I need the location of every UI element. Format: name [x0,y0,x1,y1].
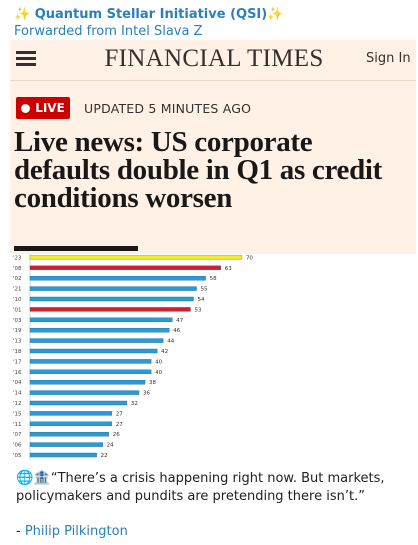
attribution: - Philip Pilkington [16,524,128,539]
ft-top-bar: FINANCIAL TIMES Sign In [10,40,416,81]
category-label: '07 [13,432,22,438]
bar-10 [29,296,194,302]
value-label: 58 [210,276,217,282]
value-label: 26 [113,432,120,438]
bar-23 [29,255,243,260]
category-label: '10 [13,297,22,303]
category-label: '21 [13,287,22,293]
updated-timestamp: UPDATED 5 MINUTES AGO [84,101,252,116]
bar-08 [29,265,221,271]
bar-05 [29,452,97,458]
value-label: 27 [116,411,123,417]
ft-screenshot-image[interactable]: FINANCIAL TIMES Sign In LIVE UPDATED 5 M… [10,40,416,460]
category-label: '06 [13,443,22,449]
bar-15 [29,411,112,416]
value-label: 40 [155,359,162,365]
channel-name[interactable]: ✨ Quantum Stellar Initiative (QSI)✨ [14,7,284,22]
message-header: ✨ Quantum Stellar Initiative (QSI)✨ Forw… [14,6,409,40]
category-label: '16 [13,370,22,376]
bar-04 [29,379,146,385]
value-label: 63 [225,266,232,272]
value-label: 22 [101,453,108,459]
bar-16 [29,369,152,375]
category-label: '04 [13,380,22,386]
live-label: LIVE [35,101,65,115]
category-label: '18 [13,349,22,355]
article-headline: Live news: US corporate defaults double … [14,126,383,214]
ft-masthead: FINANCIAL TIMES [104,45,324,72]
value-label: 53 [194,307,201,313]
bar-03 [29,317,173,322]
author-link[interactable]: Philip Pilkington [24,524,128,539]
value-label: 70 [246,255,253,261]
value-label: 55 [201,287,208,293]
bar-17 [29,359,152,364]
value-label: 44 [167,339,174,345]
value-label: 40 [155,370,162,376]
category-label: '08 [13,266,22,272]
value-label: 32 [131,401,138,407]
bar-07 [29,431,109,437]
bar-06 [29,442,103,447]
bar-18 [29,348,158,354]
category-label: '12 [13,401,22,407]
value-label: 54 [198,297,205,303]
category-label: '02 [13,276,22,282]
bar-13 [29,338,164,343]
quote-text: 🌐🏦“There’s a crisis happening right now.… [16,469,408,506]
quote-body: “There’s a crisis happening right now. B… [16,471,385,504]
bar-21 [29,286,197,291]
sign-in-link: Sign In [366,51,411,66]
value-label: 24 [107,443,114,449]
category-label: '15 [13,411,22,417]
category-label: '03 [13,318,22,324]
chart-svg: '0972'2370'0863'0258'2155'1054'0153'0347… [13,254,253,460]
bar-11 [29,421,112,427]
headline-rule [14,246,138,251]
defaults-bar-chart: '0972'2370'0863'0258'2155'1054'0153'0347… [10,254,416,460]
value-label: 46 [173,328,180,334]
hamburger-menu-icon [16,51,36,67]
category-label: '17 [13,359,22,365]
forwarded-from[interactable]: Forwarded from Intel Slava Z [14,24,203,39]
attribution-prefix: - [16,524,25,539]
category-label: '19 [13,328,22,334]
value-label: 36 [143,391,150,397]
category-label: '13 [13,339,22,345]
bar-12 [29,400,128,406]
value-label: 38 [149,380,156,386]
category-label: '05 [13,453,22,459]
category-label: '01 [13,307,22,313]
bar-02 [29,276,206,281]
live-badge: LIVE [16,97,70,119]
bar-14 [29,390,140,395]
value-label: 42 [161,349,168,355]
value-label: 27 [116,422,123,428]
category-label: '23 [13,255,22,261]
live-dot-icon [21,103,31,113]
category-label: '14 [13,391,22,397]
globe-bank-icons: 🌐🏦 [16,470,51,486]
category-label: '11 [13,422,22,428]
value-label: 47 [176,318,183,324]
bar-19 [29,327,170,333]
bar-01 [29,307,191,312]
